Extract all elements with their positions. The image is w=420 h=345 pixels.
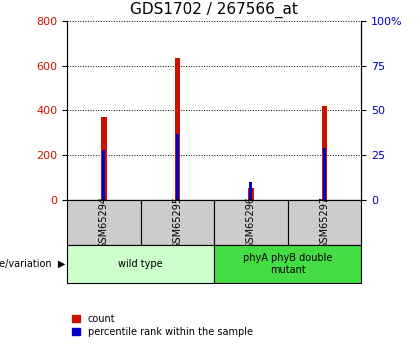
Legend: count, percentile rank within the sample: count, percentile rank within the sample [72, 314, 252, 337]
Bar [67, 200, 141, 245]
Bar [323, 148, 326, 200]
Bar [175, 58, 181, 200]
Bar [288, 200, 361, 245]
Text: GSM65295: GSM65295 [173, 196, 182, 249]
Bar [141, 200, 214, 245]
Title: GDS1702 / 267566_at: GDS1702 / 267566_at [130, 2, 298, 18]
Bar [248, 188, 254, 200]
Bar [214, 200, 288, 245]
Bar [322, 106, 328, 200]
Bar [102, 150, 105, 200]
Bar [214, 245, 361, 283]
Bar [176, 134, 179, 200]
Text: wild type: wild type [118, 259, 163, 269]
Text: GSM65296: GSM65296 [246, 196, 256, 249]
Text: genotype/variation  ▶: genotype/variation ▶ [0, 259, 66, 269]
Bar [67, 245, 214, 283]
Text: phyA phyB double
mutant: phyA phyB double mutant [243, 253, 332, 275]
Bar [249, 182, 252, 200]
Bar [101, 117, 107, 200]
Text: GSM65294: GSM65294 [99, 196, 109, 249]
Text: GSM65297: GSM65297 [320, 196, 329, 249]
